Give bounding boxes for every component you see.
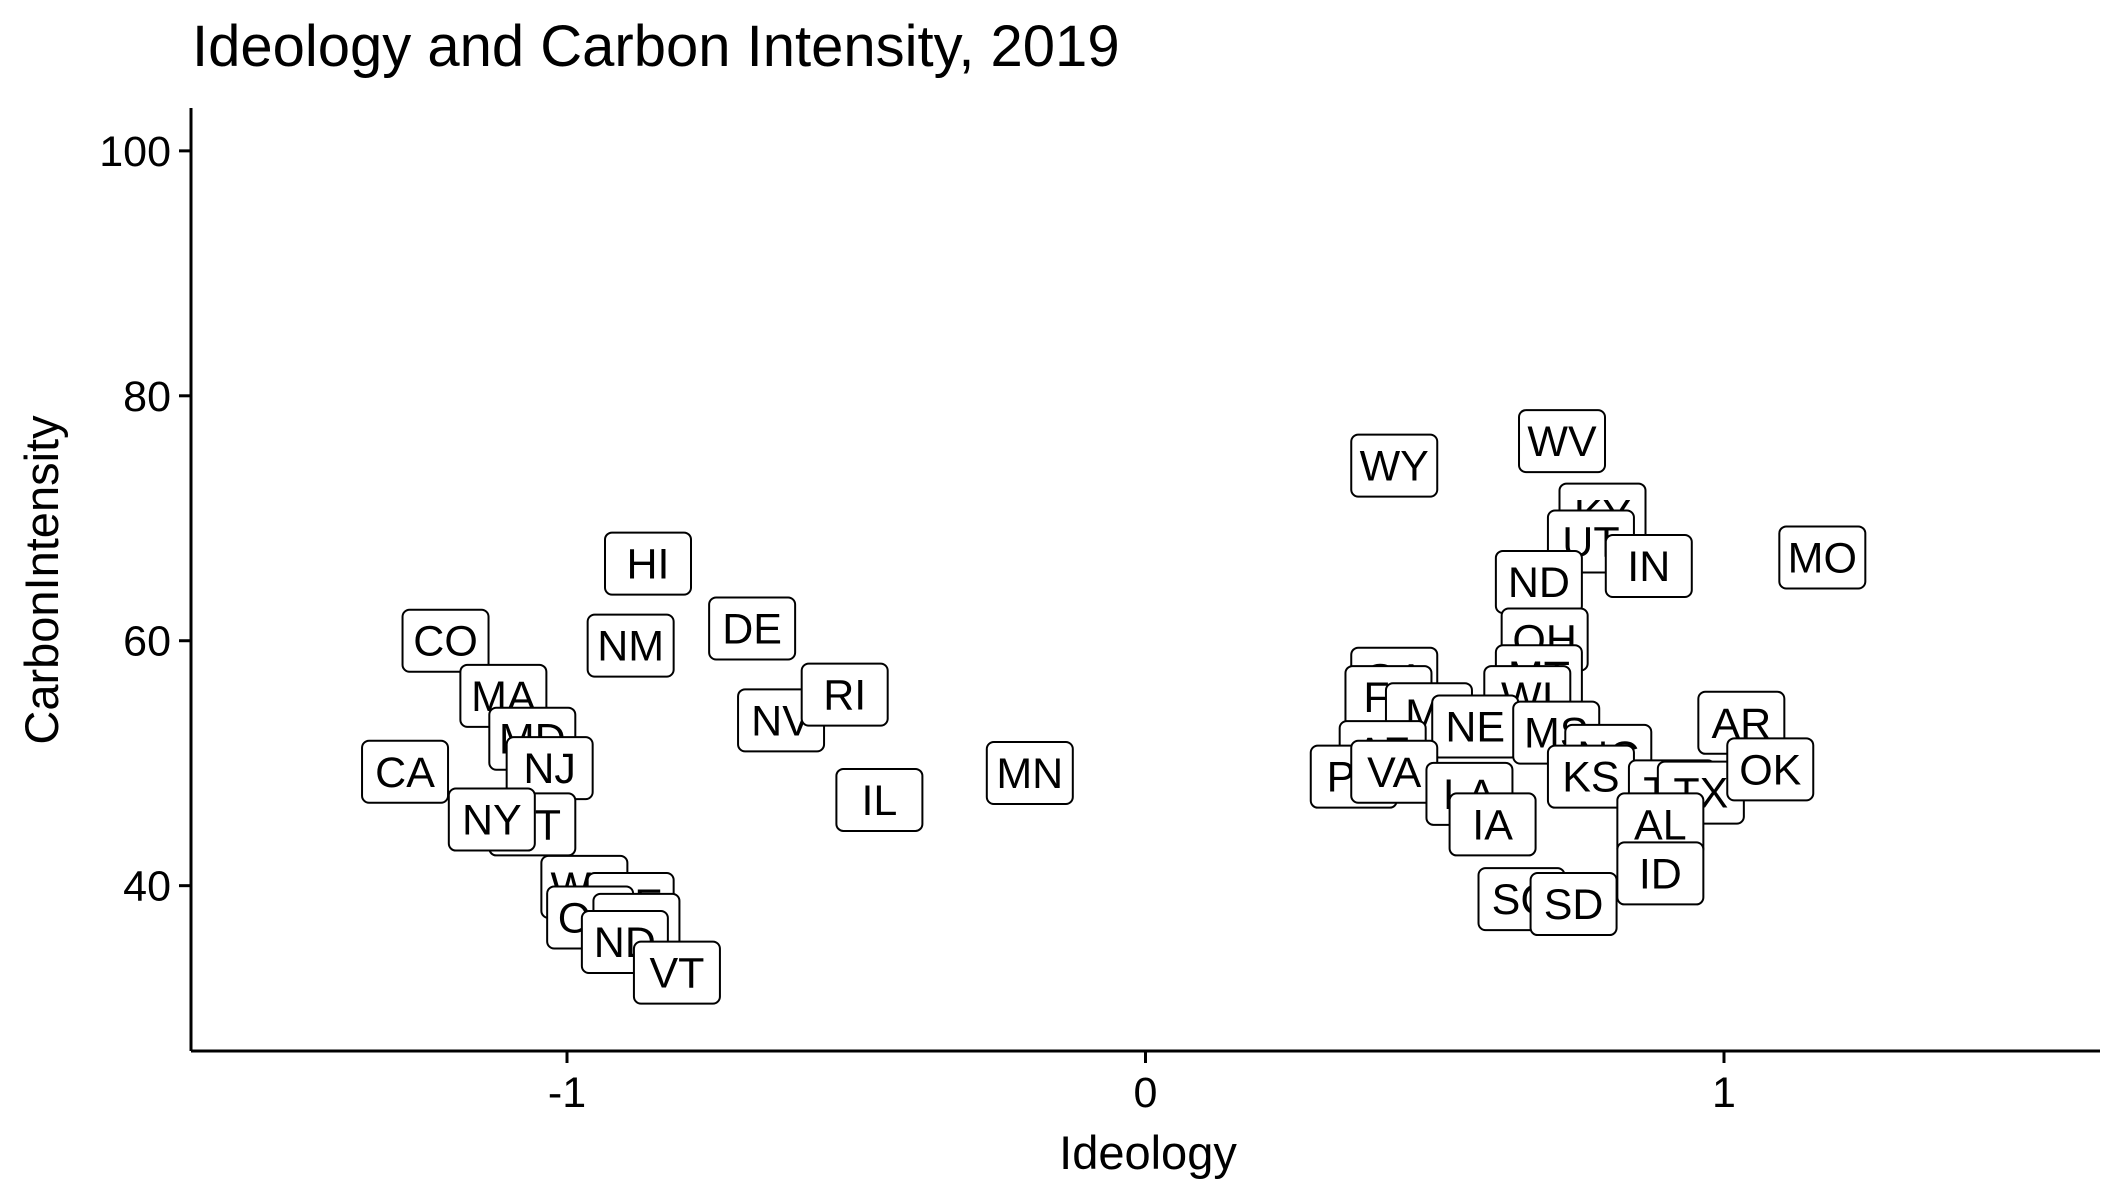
data-point: NJ — [505, 736, 594, 801]
data-point-box — [361, 739, 450, 804]
data-point: MO — [1778, 525, 1867, 590]
data-point-box — [708, 596, 797, 661]
x-tick-label: 0 — [1134, 1069, 1158, 1117]
y-tick-label: 40 — [123, 863, 171, 911]
data-point-label: NY — [462, 797, 522, 845]
data-point-label: CO — [413, 618, 478, 666]
data-point: ND — [1494, 549, 1583, 614]
data-point-label: IN — [1627, 543, 1670, 591]
data-point-box — [604, 531, 693, 596]
data-point: NM — [586, 613, 675, 678]
data-point-label: ND — [1508, 559, 1570, 607]
data-point: IL — [835, 767, 924, 832]
data-point-box — [1726, 737, 1815, 802]
data-point: NE — [1431, 694, 1520, 759]
x-tick-label: 1 — [1712, 1069, 1736, 1117]
data-point-box — [1518, 409, 1607, 474]
x-tick-label: -1 — [548, 1069, 586, 1117]
data-point-label: VA — [1367, 749, 1421, 797]
data-point-box — [1448, 792, 1537, 857]
data-point: WV — [1518, 409, 1607, 474]
data-point-label: WY — [1360, 443, 1429, 491]
data-point-box — [800, 662, 889, 727]
data-point: DE — [708, 596, 797, 661]
data-point-label: NJ — [523, 745, 576, 793]
data-point-box — [632, 940, 721, 1005]
y-axis-ticks: 40 60 80 100 — [99, 128, 191, 911]
data-point: VT — [632, 940, 721, 1005]
data-point: HI — [604, 531, 693, 596]
y-axis-title: CarbonIntensity — [15, 415, 68, 745]
data-point-label: OK — [1739, 746, 1801, 794]
data-point-label: ID — [1639, 850, 1682, 898]
data-point-label: DE — [722, 605, 782, 653]
data-point-box — [447, 787, 536, 852]
data-point-box — [586, 613, 675, 678]
data-point-label: WV — [1527, 418, 1597, 466]
data-point: NY — [447, 787, 536, 852]
data-point-box — [1616, 841, 1705, 906]
x-axis-ticks: -1 0 1 — [548, 1051, 1736, 1117]
data-point: SD — [1529, 872, 1618, 937]
data-point-label: IA — [1472, 801, 1513, 849]
data-point-box — [401, 608, 490, 673]
data-point-label: CA — [375, 749, 435, 797]
y-tick-label: 80 — [123, 373, 171, 421]
data-point-label: NM — [597, 623, 664, 671]
data-point-label: MO — [1788, 534, 1857, 582]
data-point: WY — [1350, 433, 1439, 498]
data-point-label: KS — [1562, 754, 1619, 802]
x-axis-title: Ideology — [1059, 1126, 1237, 1179]
data-point-label: IL — [861, 777, 897, 825]
data-point: IN — [1604, 534, 1693, 599]
data-point: VA — [1350, 739, 1439, 804]
data-point: IA — [1448, 792, 1537, 857]
chart-title: Ideology and Carbon Intensity, 2019 — [192, 14, 1120, 79]
y-tick-label: 60 — [123, 618, 171, 666]
data-point: CA — [361, 739, 450, 804]
data-point-label: MN — [996, 750, 1063, 798]
data-point-box — [1529, 872, 1618, 937]
data-point-label: SD — [1544, 881, 1604, 929]
data-point: MN — [985, 740, 1074, 805]
data-point-box — [1350, 433, 1439, 498]
data-labels-layer: COMAMDNJCACTNYWAMEORNHNDVTHINMDENVRIILMN… — [361, 409, 1867, 1005]
data-point: ID — [1616, 841, 1705, 906]
data-point: OK — [1726, 737, 1815, 802]
y-tick-label: 100 — [99, 128, 171, 176]
data-point-label: HI — [627, 541, 670, 589]
data-point-box — [835, 767, 924, 832]
data-point: RI — [800, 662, 889, 727]
data-point-label: RI — [823, 672, 866, 720]
data-point-label: VT — [649, 950, 704, 998]
data-point-box — [1778, 525, 1867, 590]
data-point-label: NE — [1445, 703, 1505, 751]
data-point: CO — [401, 608, 490, 673]
data-point-box — [985, 740, 1074, 805]
data-point-box — [1604, 534, 1693, 599]
